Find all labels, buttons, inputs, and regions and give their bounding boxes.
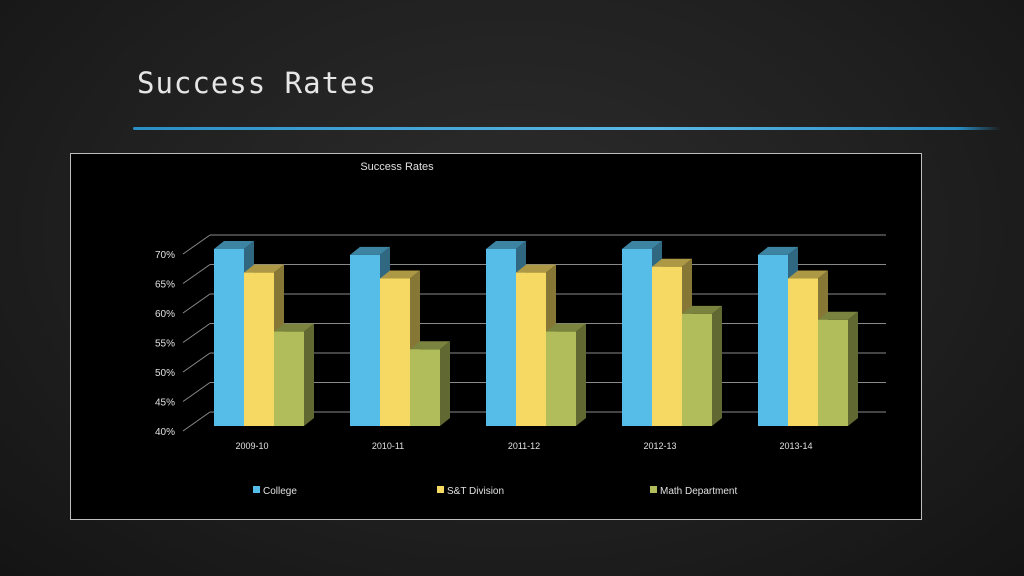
bar-top — [274, 323, 314, 332]
bar-s-t-division-2011-12 — [516, 272, 546, 426]
y-tick-label: 40% — [155, 427, 175, 438]
bar-top — [546, 323, 586, 332]
bar-top — [214, 241, 254, 249]
bar-top — [758, 246, 798, 255]
bar-college-2011-12 — [486, 249, 516, 426]
gridline-side — [182, 323, 211, 343]
bar-top — [516, 264, 556, 273]
bar-math-department-2011-12 — [546, 331, 576, 426]
x-tick-label: 2013-14 — [779, 441, 812, 451]
bar-side — [712, 305, 722, 426]
bar-top — [682, 305, 722, 314]
bar-side — [848, 311, 858, 426]
y-tick-label: 55% — [155, 339, 175, 350]
bar-college-2009-10 — [214, 249, 244, 426]
bar-college-2013-14 — [758, 254, 788, 426]
y-tick-label: 50% — [155, 368, 175, 379]
legend-label: College — [263, 486, 297, 497]
bar-math-department-2010-11 — [410, 349, 440, 426]
bar-college-2012-13 — [622, 249, 652, 426]
gridline-side — [182, 293, 211, 314]
bar-top — [818, 311, 858, 320]
x-tick-label: 2011-12 — [508, 441, 540, 451]
bar-s-t-division-2009-10 — [244, 272, 274, 426]
bar-top — [380, 270, 420, 279]
x-tick-label: 2010-11 — [372, 441, 404, 451]
bar-side — [304, 323, 314, 426]
x-tick-label: 2009-10 — [235, 441, 268, 451]
bar-s-t-division-2012-13 — [652, 266, 682, 426]
bar-s-t-division-2010-11 — [380, 278, 410, 426]
gridline-side — [182, 264, 211, 284]
x-tick-label: 2012-13 — [643, 441, 676, 451]
bar-top — [350, 246, 390, 255]
legend-swatch — [437, 486, 444, 493]
bar-top — [788, 270, 828, 279]
bar-top — [486, 241, 526, 249]
y-tick-label: 45% — [155, 398, 175, 409]
legend-swatch — [650, 486, 657, 493]
y-tick-label: 65% — [155, 280, 175, 291]
bar-side — [440, 341, 450, 426]
bar-side — [576, 323, 586, 426]
bar-s-t-division-2013-14 — [788, 278, 818, 426]
legend-label: Math Department — [660, 486, 737, 497]
bar-top — [244, 264, 284, 273]
bar-top — [652, 258, 692, 267]
gridline-side — [182, 352, 211, 373]
y-tick-label: 70% — [155, 250, 175, 261]
bar-top — [622, 241, 662, 249]
legend-label: S&T Division — [447, 486, 504, 497]
bar-top — [410, 341, 450, 350]
bar-math-department-2013-14 — [818, 319, 848, 426]
slide-title: Success Rates — [137, 66, 377, 100]
gridline-side — [182, 382, 211, 402]
gridline-side — [182, 234, 211, 255]
legend-swatch — [253, 486, 260, 493]
title-underline — [133, 127, 1001, 130]
chart-title: Success Rates — [360, 161, 434, 173]
bar-math-department-2012-13 — [682, 313, 712, 426]
bar-math-department-2009-10 — [274, 331, 304, 426]
y-tick-label: 60% — [155, 309, 175, 320]
gridline-side — [182, 411, 211, 432]
bar-college-2010-11 — [350, 254, 380, 426]
